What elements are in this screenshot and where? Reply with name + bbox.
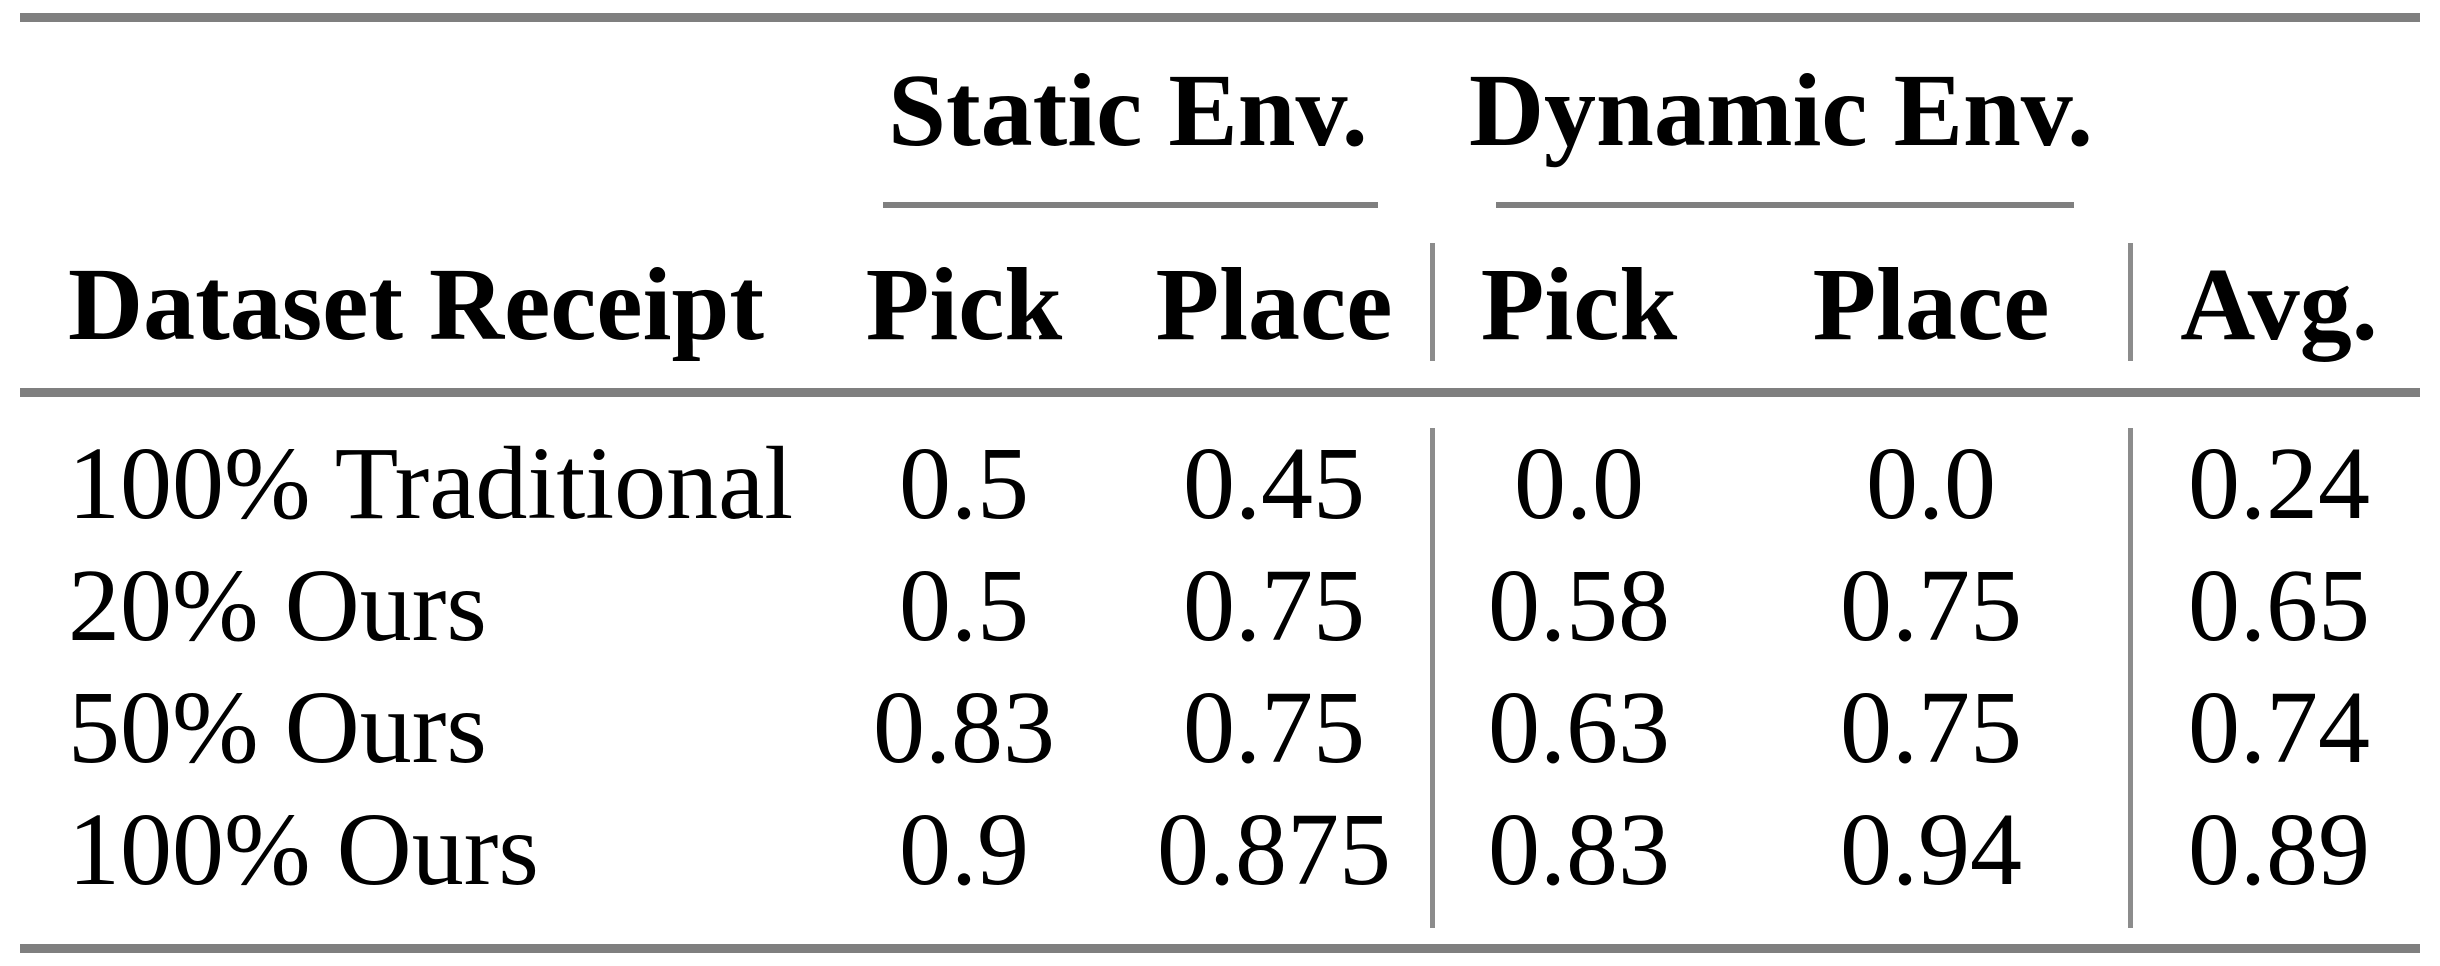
row-label: 100% Ours bbox=[68, 792, 539, 907]
vertical-separator-avg-header bbox=[2128, 243, 2133, 361]
cell-dynamic-pick: 0.83 bbox=[1488, 792, 1670, 907]
cell-static-place: 0.45 bbox=[1183, 426, 1365, 541]
cell-dynamic-pick: 0.0 bbox=[1514, 426, 1644, 541]
cell-static-pick: 0.9 bbox=[899, 792, 1029, 907]
cell-static-place: 0.75 bbox=[1183, 670, 1365, 785]
static-env-underline bbox=[883, 202, 1378, 208]
cell-dynamic-place: 0.75 bbox=[1840, 548, 2022, 663]
table-bottom-rule bbox=[20, 944, 2420, 953]
cell-dynamic-place: 0.94 bbox=[1840, 792, 2022, 907]
column-header-dataset-receipt: Dataset Receipt bbox=[68, 247, 764, 362]
row-label: 50% Ours bbox=[68, 670, 487, 785]
cell-avg: 0.24 bbox=[2188, 426, 2370, 541]
cell-static-place: 0.875 bbox=[1157, 792, 1391, 907]
row-label: 100% Traditional bbox=[68, 426, 794, 541]
table-header-rule bbox=[20, 388, 2420, 397]
cell-dynamic-pick: 0.63 bbox=[1488, 670, 1670, 785]
cell-dynamic-place: 0.75 bbox=[1840, 670, 2022, 785]
column-header-dynamic-place: Place bbox=[1812, 247, 2050, 362]
cell-static-pick: 0.83 bbox=[873, 670, 1055, 785]
cell-static-pick: 0.5 bbox=[899, 426, 1029, 541]
cell-avg: 0.65 bbox=[2188, 548, 2370, 663]
vertical-separator-avg-body bbox=[2128, 428, 2133, 928]
row-label: 20% Ours bbox=[68, 548, 487, 663]
cell-static-place: 0.75 bbox=[1183, 548, 1365, 663]
column-header-dynamic-pick: Pick bbox=[1480, 247, 1678, 362]
vertical-separator-static-dynamic-header bbox=[1430, 243, 1435, 361]
column-group-static-env: Static Env. bbox=[888, 53, 1368, 168]
cell-static-pick: 0.5 bbox=[899, 548, 1029, 663]
cell-dynamic-pick: 0.58 bbox=[1488, 548, 1670, 663]
cell-dynamic-place: 0.0 bbox=[1866, 426, 1996, 541]
column-header-static-place: Place bbox=[1155, 247, 1393, 362]
column-group-dynamic-env: Dynamic Env. bbox=[1468, 53, 2094, 168]
cell-avg: 0.89 bbox=[2188, 792, 2370, 907]
column-header-static-pick: Pick bbox=[865, 247, 1063, 362]
cell-avg: 0.74 bbox=[2188, 670, 2370, 785]
vertical-separator-static-dynamic-body bbox=[1430, 428, 1435, 928]
dynamic-env-underline bbox=[1496, 202, 2074, 208]
table-top-rule bbox=[20, 13, 2420, 22]
column-header-avg: Avg. bbox=[2180, 247, 2378, 362]
